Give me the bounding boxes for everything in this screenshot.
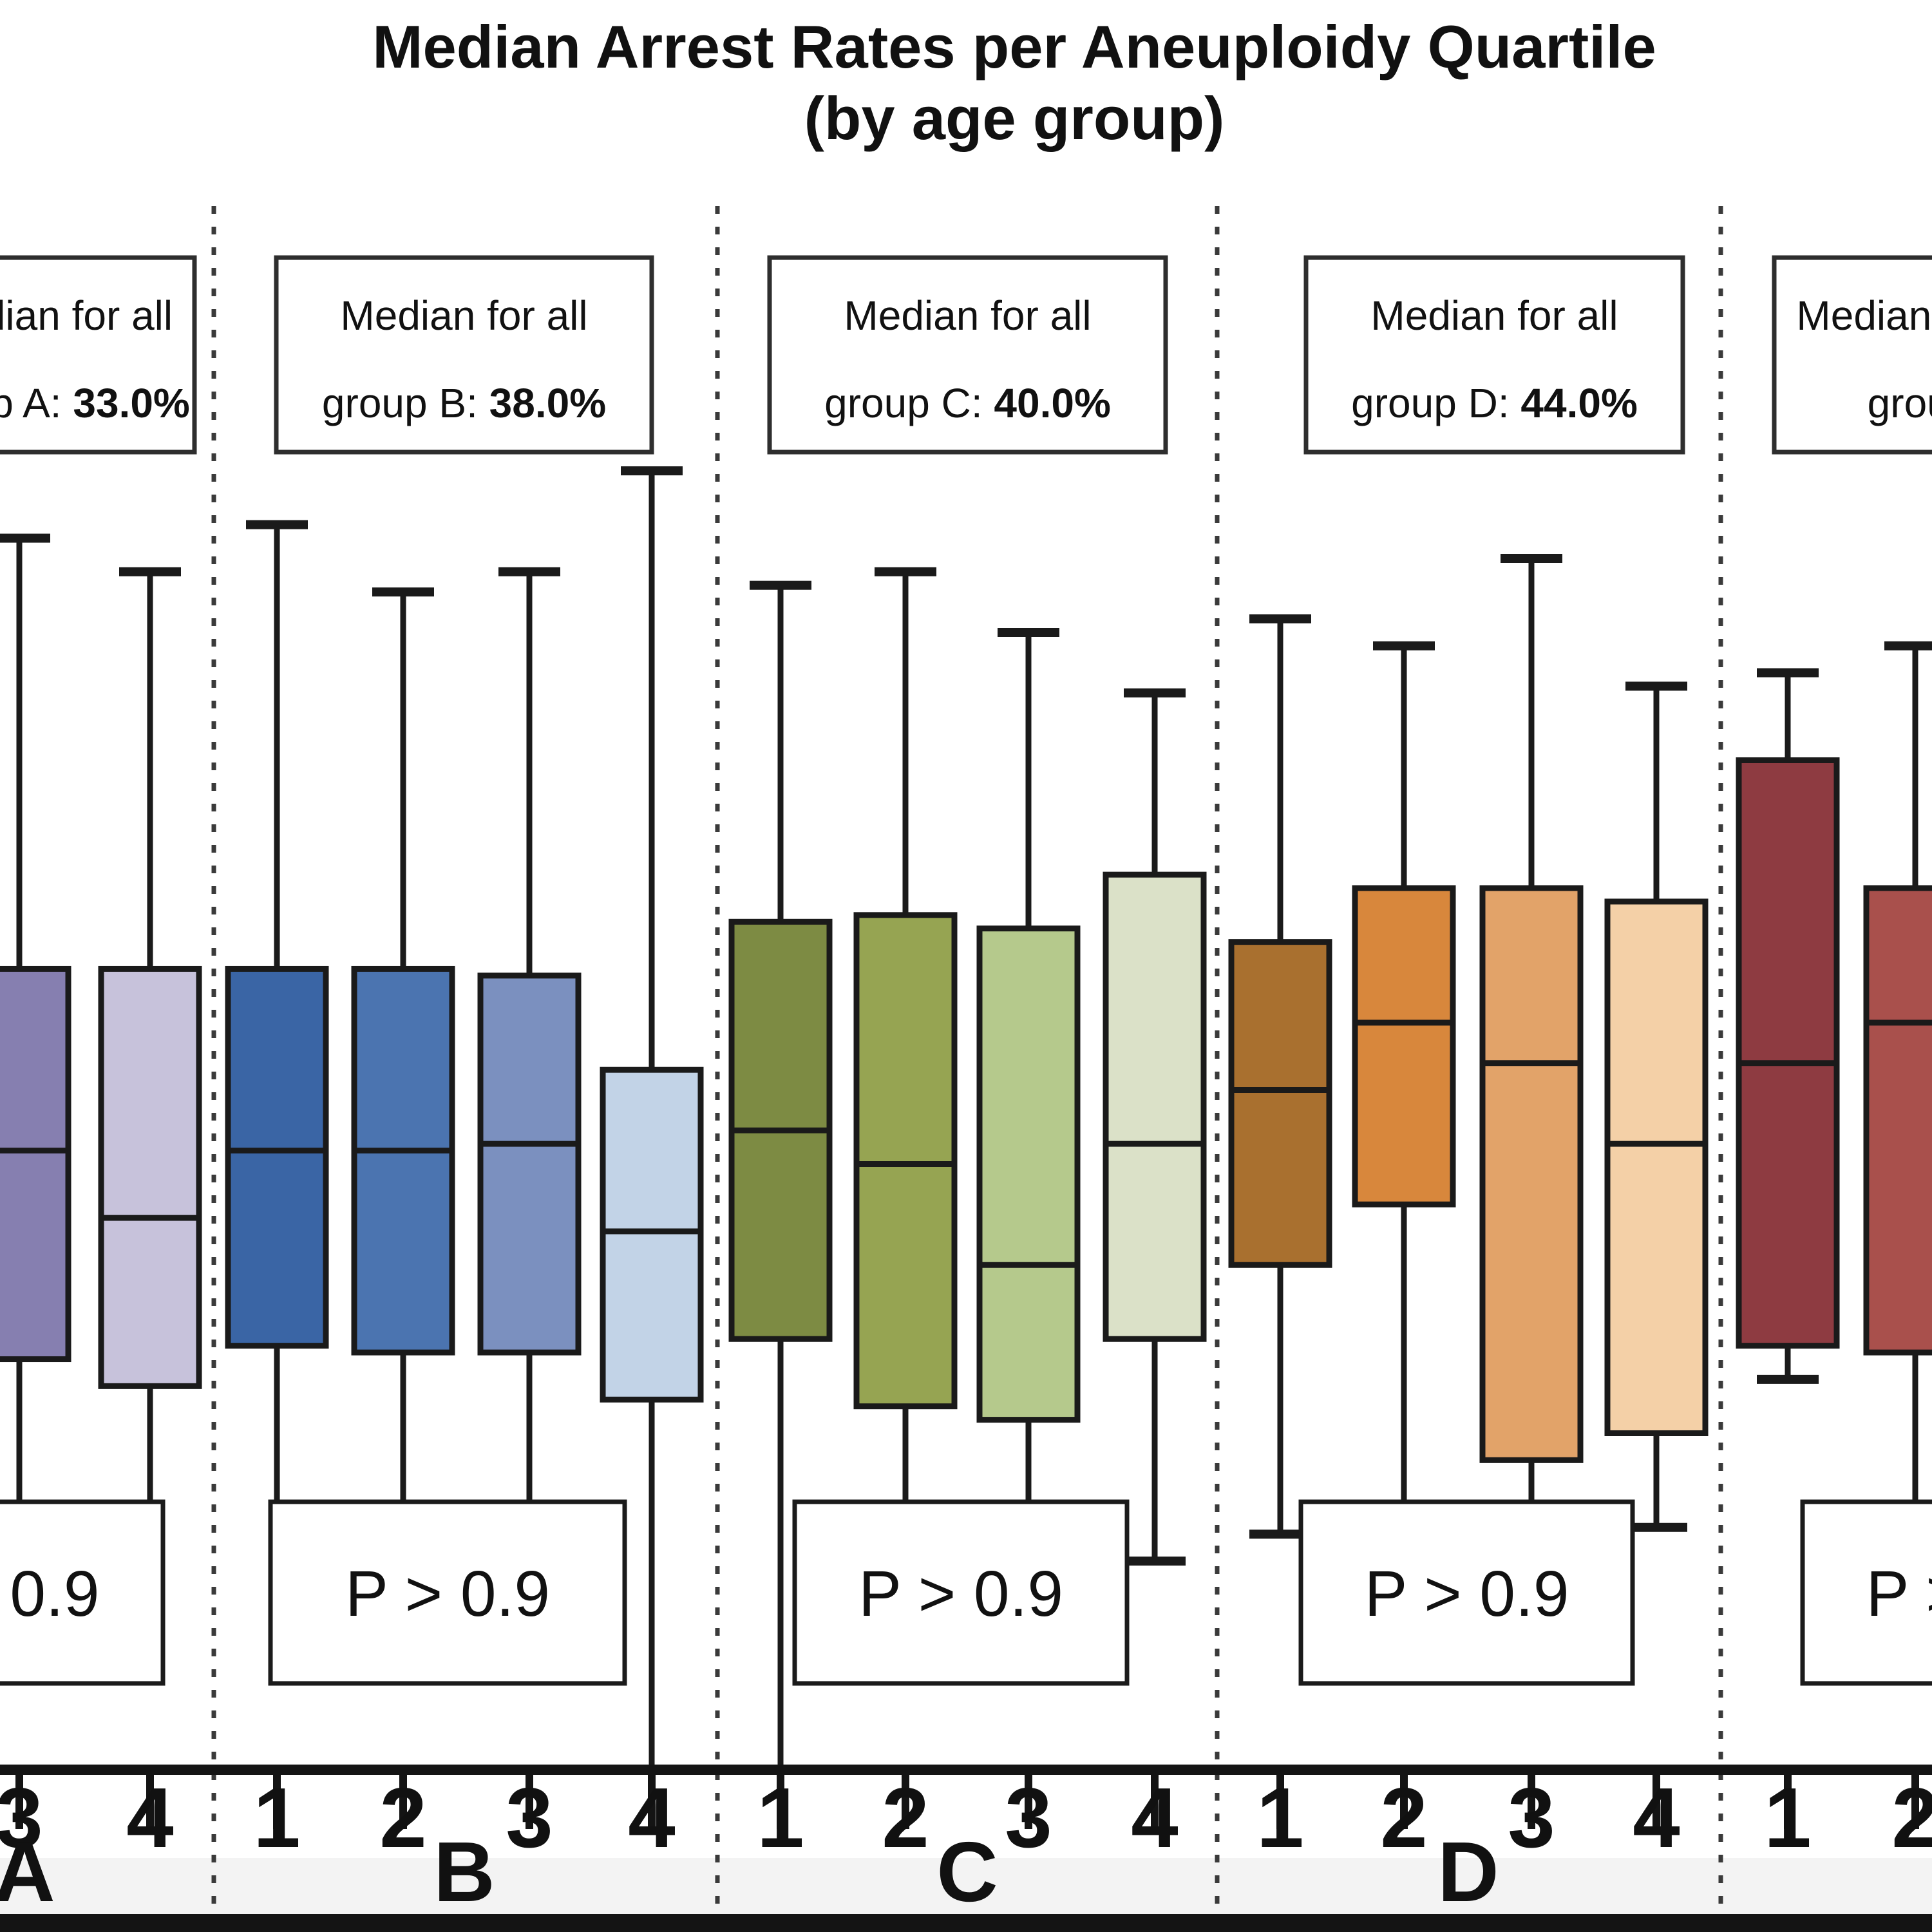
chart-title-line2: (by age group) bbox=[804, 84, 1225, 152]
x-axis-tick-label-B4: 4 bbox=[628, 1770, 675, 1865]
x-axis-tick-label-D3: 3 bbox=[1508, 1770, 1555, 1865]
group-D-pvalue-box bbox=[1298, 1499, 1635, 1686]
group-D-pvalue-text: P > 0.9 bbox=[1365, 1558, 1569, 1630]
group-C-median-label-line1: Median for all bbox=[844, 292, 1091, 339]
group-B-pvalue-box bbox=[268, 1499, 627, 1686]
group-B-pvalue-text: P > 0.9 bbox=[345, 1558, 550, 1630]
group-E-median-label-line1: Median for all bbox=[1796, 292, 1932, 339]
x-axis-tick-label-B2: 2 bbox=[379, 1770, 426, 1865]
group-C-quartile-4-box bbox=[1103, 871, 1207, 1342]
group-D-median-label-box bbox=[1303, 255, 1685, 455]
group-letter-A: A bbox=[0, 1824, 55, 1919]
group-A-median-label-line2: group A: 33.0% bbox=[0, 380, 190, 426]
group-C-quartile-2-box bbox=[853, 912, 958, 1410]
x-axis-tick-label-A4: 4 bbox=[126, 1770, 173, 1865]
group-E-quartile-2-box bbox=[1863, 885, 1932, 1356]
group-D-quartile-3-box bbox=[1479, 885, 1584, 1463]
group-B-quartile-3-box bbox=[477, 972, 582, 1356]
chart-title: Median Arrest Rates per Aneuploidy Quart… bbox=[48, 12, 1932, 155]
x-axis-tick-label-A3: 3 bbox=[0, 1770, 43, 1865]
x-axis-tick-label-D2: 2 bbox=[1380, 1770, 1427, 1865]
group-E-median-label-line2: group bbox=[1868, 380, 1932, 426]
x-axis-tick-label-C2: 2 bbox=[882, 1770, 929, 1865]
group-A-median-label-line1: Median for all bbox=[0, 292, 173, 339]
group-C-quartile-3-box bbox=[976, 925, 1081, 1423]
group-E-median-label-box bbox=[1772, 255, 1932, 455]
group-B-median-label-line1: Median for all bbox=[340, 292, 587, 339]
chart-title-line1: Median Arrest Rates per Aneuploidy Quart… bbox=[372, 13, 1656, 80]
group-A-median-label-box bbox=[0, 255, 197, 455]
group-E-pvalue-box bbox=[1800, 1499, 1932, 1686]
group-E-pvalue-text: P > 0.9 bbox=[1866, 1558, 1932, 1630]
group-letter-D: D bbox=[1437, 1824, 1499, 1919]
group-D-quartile-4-box bbox=[1604, 898, 1709, 1436]
x-axis-tick-label-B3: 3 bbox=[506, 1770, 553, 1865]
x-axis-tick-label-B1: 1 bbox=[253, 1770, 300, 1865]
footer-black-bar bbox=[0, 1914, 1932, 1932]
group-D-quartile-1-box bbox=[1228, 939, 1332, 1268]
group-A-pvalue-box bbox=[0, 1499, 166, 1686]
footer-grey-band bbox=[0, 1858, 1932, 1914]
x-axis-tick-label-D1: 1 bbox=[1256, 1770, 1303, 1865]
x-axis-tick-label-C1: 1 bbox=[757, 1770, 804, 1865]
x-axis-tick-label-C3: 3 bbox=[1005, 1770, 1052, 1865]
group-C-median-label-box bbox=[767, 255, 1168, 455]
x-axis-tick-label-E2: 2 bbox=[1891, 1770, 1932, 1865]
x-axis-tick-label-E1: 1 bbox=[1764, 1770, 1811, 1865]
group-letter-C: C bbox=[936, 1824, 998, 1919]
group-B-quartile-1-box bbox=[225, 965, 329, 1349]
group-C-pvalue-text: P > 0.9 bbox=[858, 1558, 1063, 1630]
group-A-quartile-4-box bbox=[98, 965, 202, 1389]
group-C-pvalue-box bbox=[792, 1499, 1130, 1686]
x-axis-tick-label-D4: 4 bbox=[1633, 1770, 1680, 1865]
group-B-quartile-4-box bbox=[600, 1066, 704, 1403]
group-letter-B: B bbox=[433, 1824, 495, 1919]
group-B-quartile-2-box bbox=[351, 965, 455, 1356]
x-axis-tick-label-C4: 4 bbox=[1131, 1770, 1178, 1865]
group-C-median-label-line2: group C: 40.0% bbox=[824, 380, 1111, 426]
group-D-quartile-2-box bbox=[1352, 885, 1456, 1208]
group-A-quartile-3-box bbox=[0, 965, 71, 1363]
group-A-pvalue-text: P > 0.9 bbox=[0, 1558, 99, 1630]
group-D-median-label-line2: group D: 44.0% bbox=[1351, 380, 1638, 426]
group-B-median-label-box bbox=[274, 255, 654, 455]
group-E-quartile-1-box bbox=[1736, 757, 1840, 1349]
group-B-median-label-line2: group B: 38.0% bbox=[322, 380, 606, 426]
group-D-median-label-line1: Median for all bbox=[1370, 292, 1618, 339]
